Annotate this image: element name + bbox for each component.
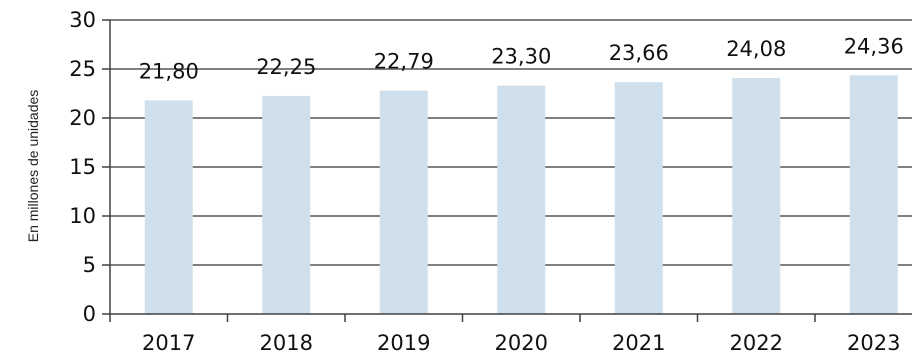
x-tick-label: 2021 (612, 331, 665, 355)
data-label: 22,79 (374, 50, 434, 74)
x-tick-label: 2022 (730, 331, 783, 355)
axes (102, 19, 912, 322)
y-tick-label: 0 (83, 302, 96, 326)
data-label: 23,66 (609, 41, 669, 65)
y-tick-label: 30 (69, 8, 96, 32)
y-tick-label: 20 (69, 106, 96, 130)
y-tick-label: 10 (69, 204, 96, 228)
y-tick-labels: 0 5 10 15 20 25 30 (69, 8, 96, 326)
x-tick-label: 2017 (142, 331, 195, 355)
y-axis-title: En millones de unidades (25, 90, 41, 243)
y-tick-label: 15 (69, 155, 96, 179)
data-label: 21,80 (139, 59, 199, 83)
data-label: 23,30 (491, 45, 551, 69)
bar (497, 85, 546, 314)
bar (379, 90, 428, 315)
x-tick-label: 2018 (260, 331, 313, 355)
data-label: 22,25 (256, 55, 316, 79)
bar (262, 95, 311, 314)
y-tick-label: 5 (83, 253, 96, 277)
data-labels: 21,80 22,25 22,79 23,30 23,66 24,08 24,36 (139, 34, 904, 83)
bar (144, 100, 193, 314)
bars (144, 75, 898, 315)
x-tick-label: 2019 (377, 331, 430, 355)
bar (849, 75, 898, 314)
data-label: 24,36 (844, 34, 904, 58)
x-tick-labels: 2017 2018 2019 2020 2021 2022 2023 (142, 331, 900, 355)
x-tick-label: 2020 (495, 331, 548, 355)
y-tick-label: 25 (69, 57, 96, 81)
bar (732, 78, 781, 315)
bar (614, 82, 663, 314)
x-tick-label: 2023 (847, 331, 900, 355)
data-label: 24,08 (726, 37, 786, 61)
